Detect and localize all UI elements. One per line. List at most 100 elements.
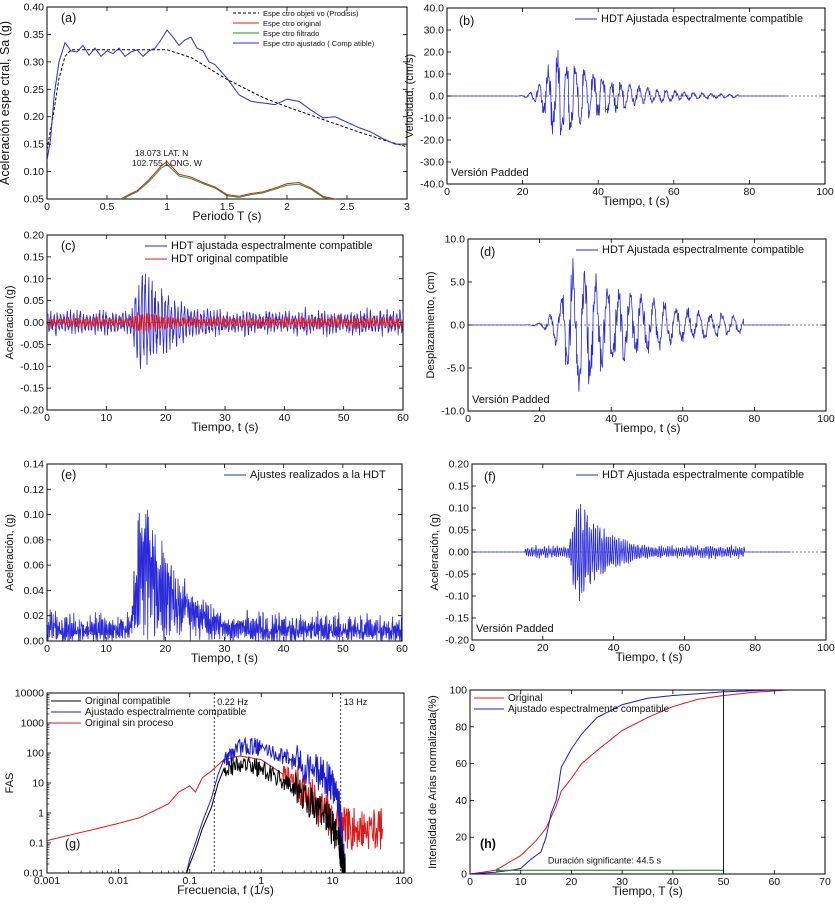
site-coordinate-text: 18.073 LAT. N xyxy=(135,148,188,158)
x-tick-label: 60 xyxy=(668,186,680,198)
y-tick-label: 5.0 xyxy=(450,277,465,289)
x-axis-label: Periodo T (s) xyxy=(193,209,262,223)
x-tick-label: 3 xyxy=(404,201,410,213)
panel-label: (e) xyxy=(61,468,76,482)
y-tick-label: 0.05 xyxy=(24,194,45,206)
x-tick-label: 100 xyxy=(817,642,835,654)
y-tick-label: 20 xyxy=(455,832,467,844)
y-tick-label: 0.30 xyxy=(24,56,45,68)
y-tick-label: 0.35 xyxy=(24,29,45,41)
series-line xyxy=(470,690,790,874)
y-tick-label: 0 xyxy=(461,869,467,881)
y-tick-label: 0.20 xyxy=(24,111,45,123)
x-tick-label: 70 xyxy=(819,876,831,888)
y-tick-label: 20.0 xyxy=(424,47,445,59)
x-tick-label: 100 xyxy=(816,186,834,198)
x-tick-label: 20 xyxy=(537,642,549,654)
legend-label: Espe ctro ajustado ( Comp atible) xyxy=(263,39,375,48)
series-line xyxy=(119,161,338,199)
plot-frame xyxy=(46,463,403,642)
series-line xyxy=(121,163,333,199)
y-tick-label: 0.20 xyxy=(449,459,470,471)
y-tick-label: 10000 xyxy=(15,688,44,700)
x-tick-label: 1.5 xyxy=(220,201,235,213)
y-tick-label: -0.10 xyxy=(445,591,469,603)
y-axis-label: Aceleración, (g) xyxy=(4,514,16,591)
x-tick-label: 50 xyxy=(718,876,730,888)
x-tick-label: 100 xyxy=(395,875,413,887)
chart-panel-a: 0 0.5 1 1.5 2 2.5 3 0.05 0.10 0.15 0.20 0.25 0.30 0.3… xyxy=(0,2,410,224)
duration-marker xyxy=(495,868,500,873)
y-tick-label: 0.0 xyxy=(429,91,444,103)
y-tick-label: -0.15 xyxy=(20,383,44,395)
y-tick-label: 1000 xyxy=(21,718,45,730)
panel-label: (a) xyxy=(61,11,76,25)
x-tick-label: 20 xyxy=(534,413,546,425)
y-axis-label: Velocidad, (cm/s) xyxy=(404,54,416,138)
y-tick-label: -5.0 xyxy=(447,363,465,375)
y-tick-label: 1 xyxy=(38,808,44,820)
x-tick-label: 100 xyxy=(817,413,835,425)
x-tick-label: 10 xyxy=(327,875,339,887)
y-tick-label: 0.10 xyxy=(24,509,45,521)
x-tick-label: 1 xyxy=(258,875,264,887)
x-tick-label: 0.001 xyxy=(34,875,60,887)
x-axis-label: Tiempo, t (s) xyxy=(616,650,683,664)
plot-area xyxy=(472,503,826,602)
y-tick-label: 0.02 xyxy=(24,610,45,622)
panel-label: (f) xyxy=(484,470,496,484)
x-tick-label: 2 xyxy=(284,201,290,213)
y-axis-label: Desplazamiento, (cm) xyxy=(425,272,437,379)
y-tick-label: 10 xyxy=(32,778,44,790)
duration-label: Duración significante: 44.5 s xyxy=(548,855,662,865)
reference-line-label: 0.22 Hz xyxy=(217,697,249,707)
y-tick-label: 30.0 xyxy=(424,25,445,37)
plot-frame xyxy=(46,692,405,874)
x-tick-label: 20 xyxy=(159,643,171,655)
legend-label: HDT Ajustada espectralmente compatible xyxy=(602,244,804,256)
chart-panel-h: 0 10 20 30 40 50 60 70 0 20 40 60 80 100 Tiempo, T (s)… xyxy=(427,685,831,899)
plot-area xyxy=(468,258,826,392)
plot-area xyxy=(447,49,825,136)
y-tick-label: 0.06 xyxy=(24,560,45,572)
plot-area xyxy=(47,273,403,369)
x-tick-label: 80 xyxy=(744,186,756,198)
x-tick-label: 0 xyxy=(444,186,450,198)
y-axis-label: Intensidad de Arias normalizada(%) xyxy=(427,695,439,869)
legend-label: Original sin proceso xyxy=(85,718,174,729)
plot-frame xyxy=(469,689,826,875)
plot-area xyxy=(470,690,790,874)
x-tick-label: 40 xyxy=(667,876,679,888)
x-tick-label: 30 xyxy=(219,412,231,424)
x-tick-label: 0.1 xyxy=(182,875,197,887)
x-axis-label: Tiempo, t (s) xyxy=(191,651,258,665)
x-tick-label: 10 xyxy=(100,643,112,655)
y-tick-label: 0.05 xyxy=(449,525,470,537)
x-tick-label: 60 xyxy=(397,412,409,424)
y-tick-label: 0.15 xyxy=(449,481,470,493)
legend-label: HDT Ajustada espectralmente compatible xyxy=(602,469,804,481)
series-line xyxy=(47,509,402,641)
legend-label: Ajustado espectralmente compatible xyxy=(508,704,670,715)
x-tick-label: 20 xyxy=(160,412,172,424)
legend-label: Espe ctro objeti vo (Prodisis) xyxy=(263,9,359,18)
y-tick-label: 0.25 xyxy=(24,84,45,96)
y-tick-label: 0.00 xyxy=(24,317,45,329)
panel-label: (b) xyxy=(459,14,474,28)
chart-panel-g: 0.001 0.01 0.1 1 10 1000.010.1110100100010000… xyxy=(4,688,413,898)
x-tick-label: 0.01 xyxy=(108,875,129,887)
y-axis-label: FAS xyxy=(4,773,16,794)
y-tick-label: 0.08 xyxy=(24,534,45,546)
y-tick-label: 0.15 xyxy=(24,251,45,263)
y-tick-label: -0.15 xyxy=(445,613,469,625)
y-tick-label: 0.05 xyxy=(24,295,45,307)
panel-label: (g) xyxy=(65,837,80,851)
y-tick-label: 10.0 xyxy=(445,234,466,246)
x-tick-label: 40 xyxy=(592,186,604,198)
y-tick-label: 0.0 xyxy=(450,320,465,332)
y-tick-label: 40 xyxy=(455,795,467,807)
legend-label: Original xyxy=(508,693,542,704)
y-tick-label: 100 xyxy=(449,685,467,697)
series-line xyxy=(47,312,403,335)
legend-label: HDT Ajustada espectralmente compatible xyxy=(601,13,803,25)
